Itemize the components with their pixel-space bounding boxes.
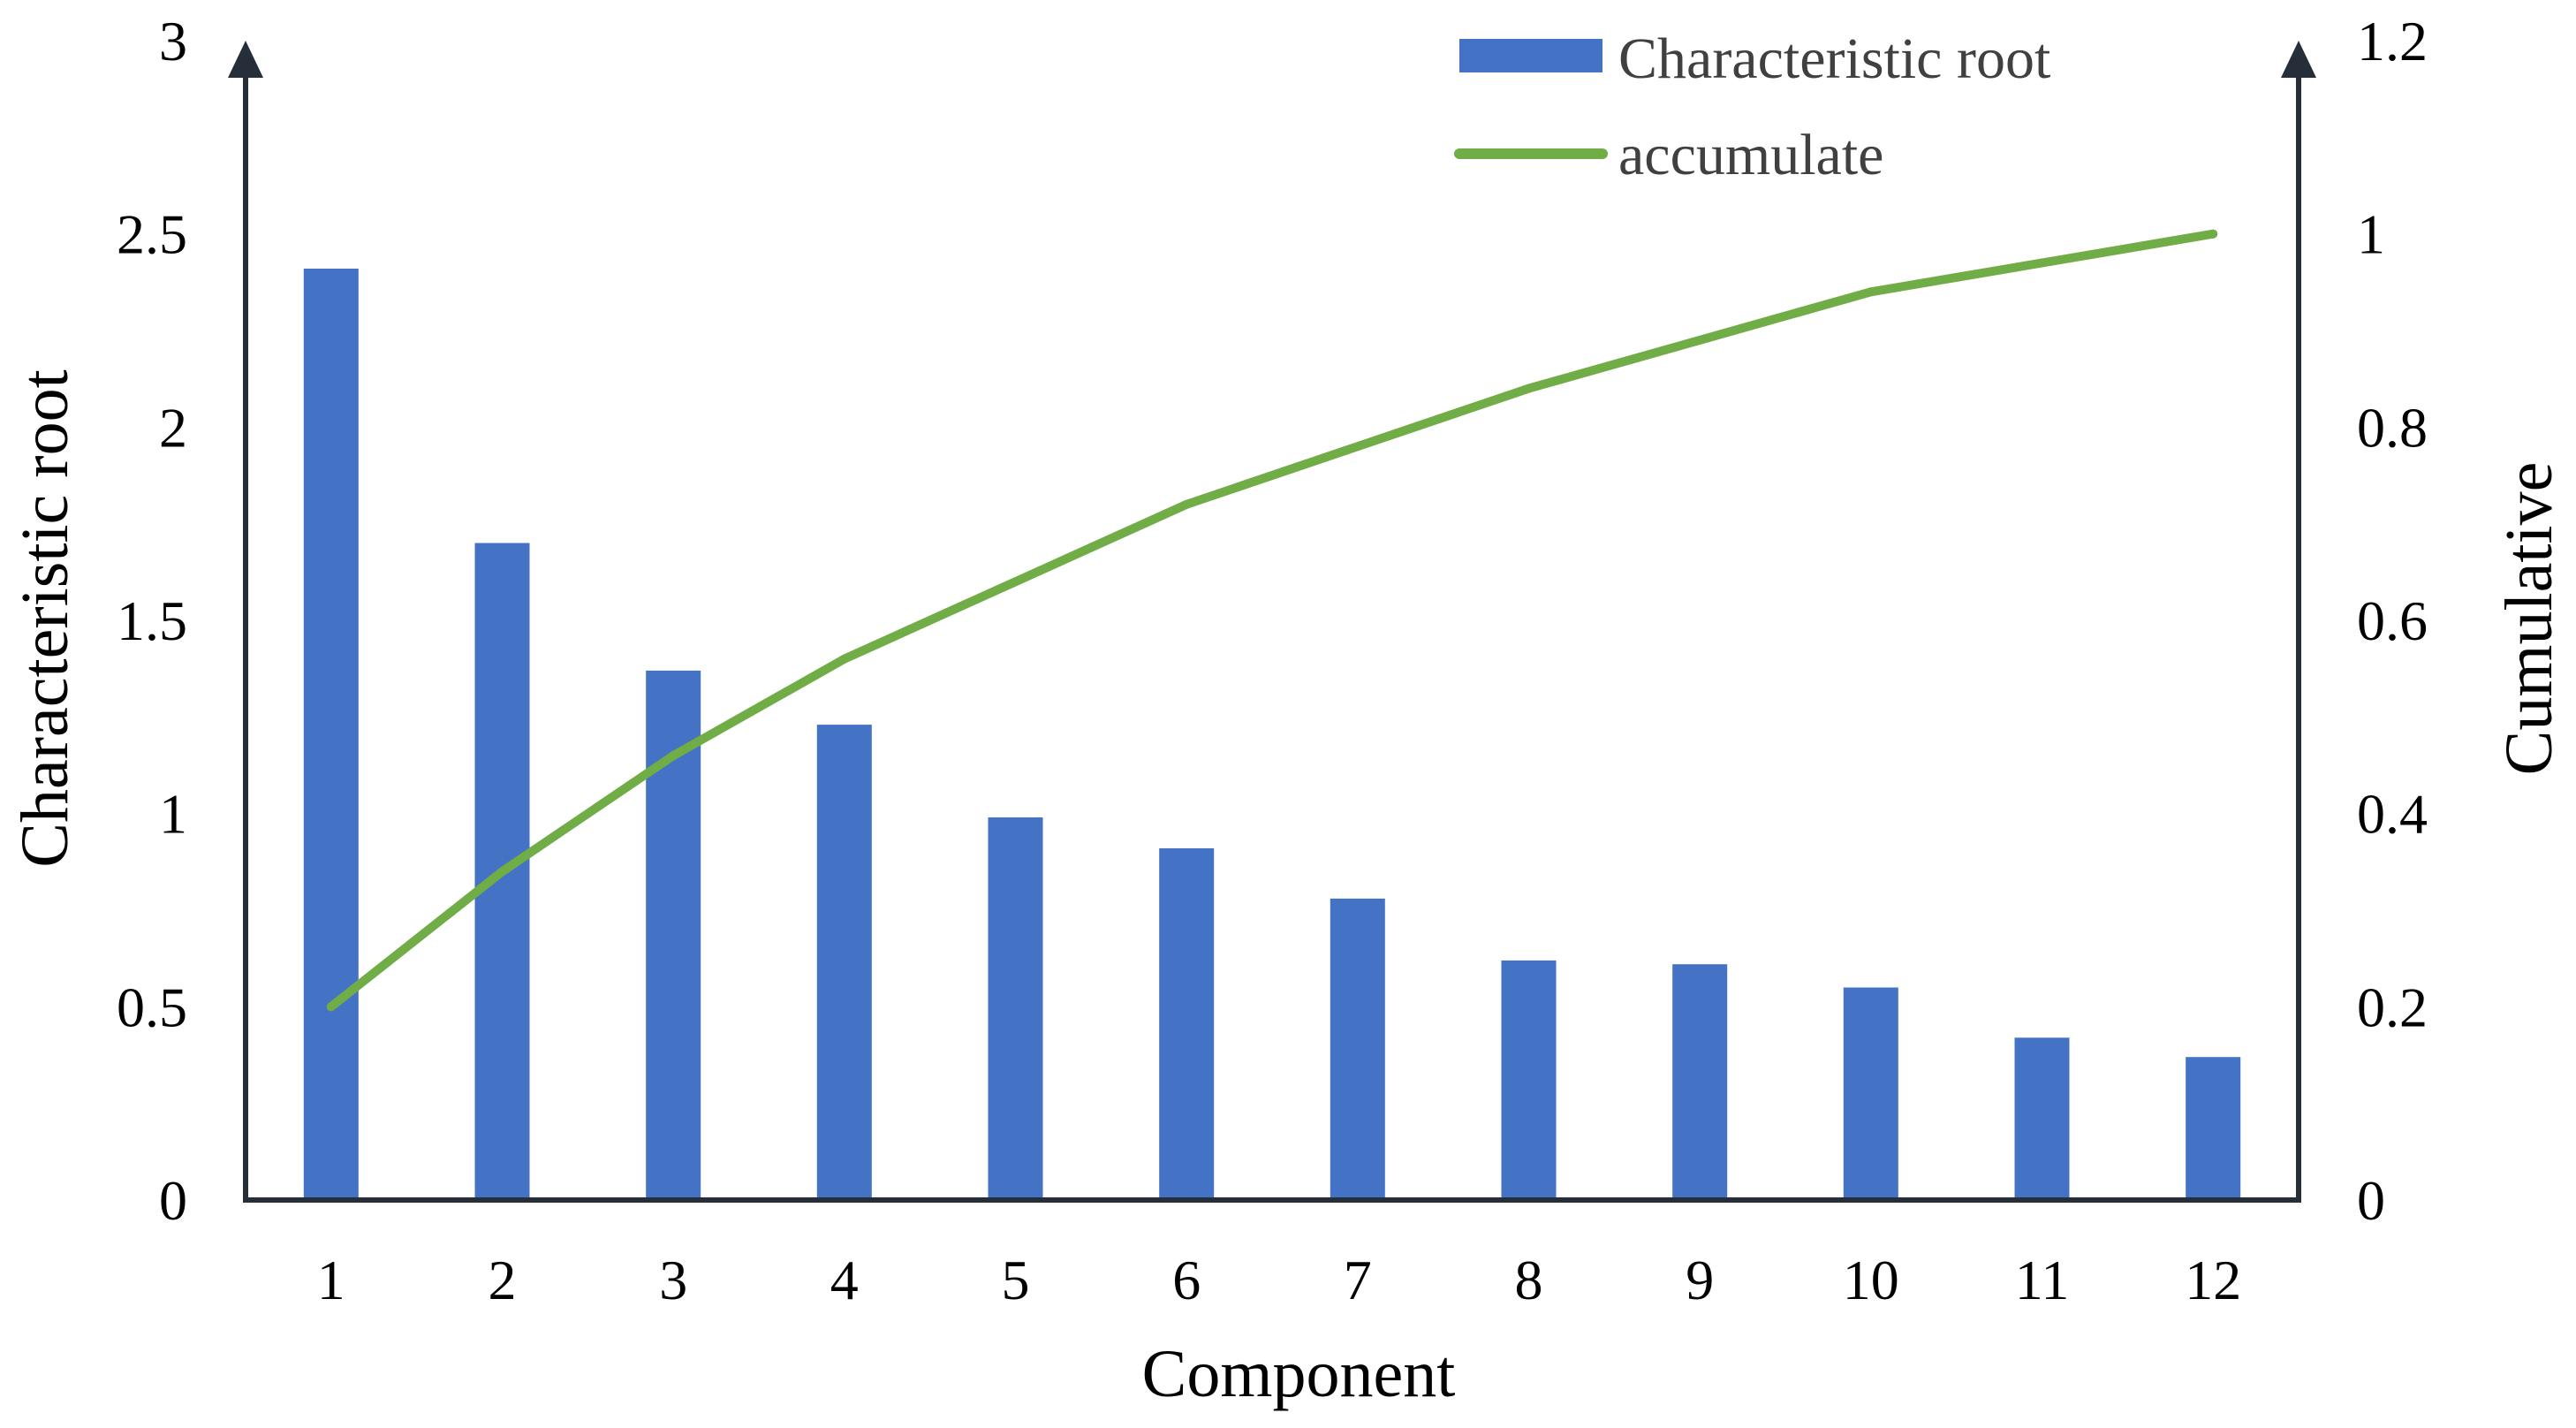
bar-9 bbox=[1672, 964, 1728, 1200]
y2-tick-label: 0.6 bbox=[2357, 589, 2428, 652]
y2-tick-label: 0.4 bbox=[2357, 783, 2428, 846]
line-point-6 bbox=[1182, 499, 1192, 509]
y-ticks-layer: 0 0.5 1 1.5 2 2.5 3 bbox=[117, 10, 187, 1232]
line-point-12 bbox=[2209, 229, 2218, 239]
x-tick-label: 7 bbox=[1344, 1249, 1372, 1311]
y-tick-label: 1 bbox=[159, 783, 187, 846]
y2-axis-title: Cumulative bbox=[2492, 462, 2566, 776]
line-point-2 bbox=[497, 867, 507, 877]
y2-tick-label: 0 bbox=[2357, 1169, 2385, 1232]
y2-tick-label: 0.2 bbox=[2357, 976, 2428, 1038]
x-tick-label: 10 bbox=[1843, 1249, 1899, 1311]
bar-4 bbox=[816, 725, 872, 1200]
x-tick-label: 11 bbox=[2015, 1249, 2070, 1311]
line-point-1 bbox=[326, 1002, 336, 1012]
line-point-8 bbox=[1524, 384, 1534, 393]
y-axis-title: Characteristic root bbox=[8, 369, 82, 867]
bar-3 bbox=[646, 670, 701, 1200]
y-tick-label: 0.5 bbox=[117, 976, 187, 1038]
x-tick-label: 1 bbox=[317, 1249, 345, 1311]
y-tick-label: 3 bbox=[159, 10, 187, 72]
y-tick-label: 2 bbox=[159, 396, 187, 459]
line-point-7 bbox=[1352, 442, 1362, 452]
x-tick-label: 2 bbox=[489, 1249, 517, 1311]
x-tick-label: 5 bbox=[1002, 1249, 1030, 1311]
y2-ticks-layer: 0 0.2 0.4 0.6 0.8 1 1.2 bbox=[2357, 10, 2428, 1232]
legend-label-line: accumulate bbox=[1618, 123, 1883, 187]
y-tick-label: 2.5 bbox=[117, 203, 187, 266]
line-point-10 bbox=[1866, 287, 1875, 297]
y-tick-label: 1.5 bbox=[117, 589, 187, 652]
bar-1 bbox=[303, 269, 359, 1200]
bar-6 bbox=[1159, 848, 1215, 1200]
legend-swatch-bar bbox=[1459, 39, 1602, 72]
line-point-3 bbox=[669, 751, 678, 761]
axes-layer bbox=[228, 41, 2316, 1203]
x-axis-title: Component bbox=[1142, 1337, 1456, 1411]
y-tick-label: 0 bbox=[159, 1169, 187, 1232]
line-point-4 bbox=[839, 654, 849, 664]
x-tick-label: 6 bbox=[1172, 1249, 1201, 1311]
bar-5 bbox=[988, 817, 1043, 1200]
y2-tick-label: 0.8 bbox=[2357, 396, 2428, 459]
bars-layer bbox=[303, 269, 2241, 1200]
x-tick-label: 12 bbox=[2185, 1249, 2241, 1311]
y2-tick-label: 1 bbox=[2357, 203, 2385, 266]
x-tick-label: 8 bbox=[1515, 1249, 1543, 1311]
line-point-11 bbox=[2037, 258, 2047, 268]
bar-7 bbox=[1330, 898, 1385, 1200]
line-point-5 bbox=[1011, 577, 1020, 587]
legend-label-bar: Characteristic root bbox=[1618, 27, 2050, 91]
legend: Characteristic root accumulate bbox=[1454, 27, 2050, 187]
bar-8 bbox=[1501, 960, 1557, 1200]
accumulate-line bbox=[326, 229, 2218, 1012]
bar-10 bbox=[1843, 987, 1898, 1200]
axis-titles-layer: Component Characteristic root Cumulative bbox=[8, 369, 2566, 1411]
y2-tick-label: 1.2 bbox=[2357, 10, 2428, 72]
line-layer bbox=[326, 229, 2218, 1012]
left-axis-arrow bbox=[228, 41, 263, 78]
right-axis-arrow bbox=[2281, 41, 2316, 78]
bar-11 bbox=[2014, 1037, 2070, 1200]
line-point-9 bbox=[1695, 335, 1705, 345]
x-tick-label: 9 bbox=[1686, 1249, 1714, 1311]
x-tick-label: 4 bbox=[830, 1249, 859, 1311]
bar-12 bbox=[2186, 1057, 2241, 1200]
x-ticks-layer: 1 2 3 4 5 6 7 8 9 10 11 12 bbox=[317, 1249, 2241, 1311]
x-tick-label: 3 bbox=[659, 1249, 687, 1311]
